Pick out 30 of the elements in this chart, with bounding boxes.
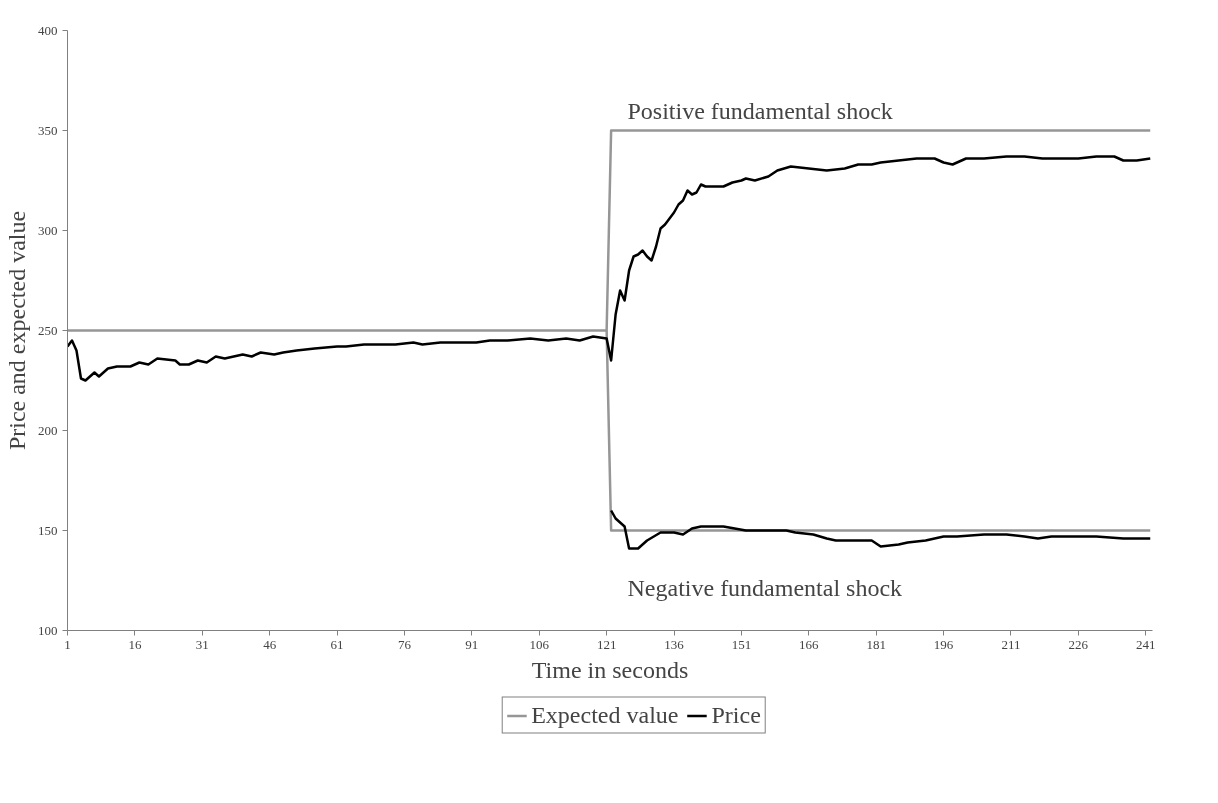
y-tick-label: 100 (38, 622, 58, 638)
x-tick-label: 211 (1001, 636, 1021, 652)
y-tick-label: 300 (38, 222, 58, 238)
y-tick-label: 400 (38, 22, 58, 38)
x-tick-label: 16 (128, 636, 142, 652)
y-axis-title: Price and expected value (4, 210, 30, 451)
x-tick-label: 76 (397, 636, 412, 652)
x-tick-label: 46 (263, 636, 277, 652)
y-tick-label: 250 (38, 322, 58, 338)
legend-label: Price (711, 701, 761, 729)
x-tick-label: 151 (731, 636, 752, 652)
x-tick-label: 31 (195, 636, 209, 652)
x-tick-label: 91 (465, 636, 479, 652)
x-tick-label: 136 (664, 636, 685, 652)
x-tick-label: 61 (330, 636, 344, 652)
annotation: Negative fundamental shock (627, 574, 903, 601)
x-axis-title: Time in seconds (531, 656, 689, 683)
x-tick-label: 106 (529, 636, 550, 652)
x-tick-label: 181 (866, 636, 886, 652)
x-tick-label: 1 (64, 636, 71, 652)
annotation: Positive fundamental shock (627, 97, 893, 124)
y-tick-label: 200 (38, 422, 58, 438)
x-tick-label: 121 (596, 636, 617, 652)
y-tick-label: 350 (38, 122, 58, 138)
y-tick-label: 150 (38, 522, 58, 538)
legend-label: Expected value (531, 701, 679, 729)
x-tick-label: 241 (1136, 636, 1156, 652)
x-tick-label: 196 (933, 636, 954, 652)
x-tick-label: 166 (799, 636, 820, 652)
x-tick-label: 226 (1068, 636, 1089, 652)
